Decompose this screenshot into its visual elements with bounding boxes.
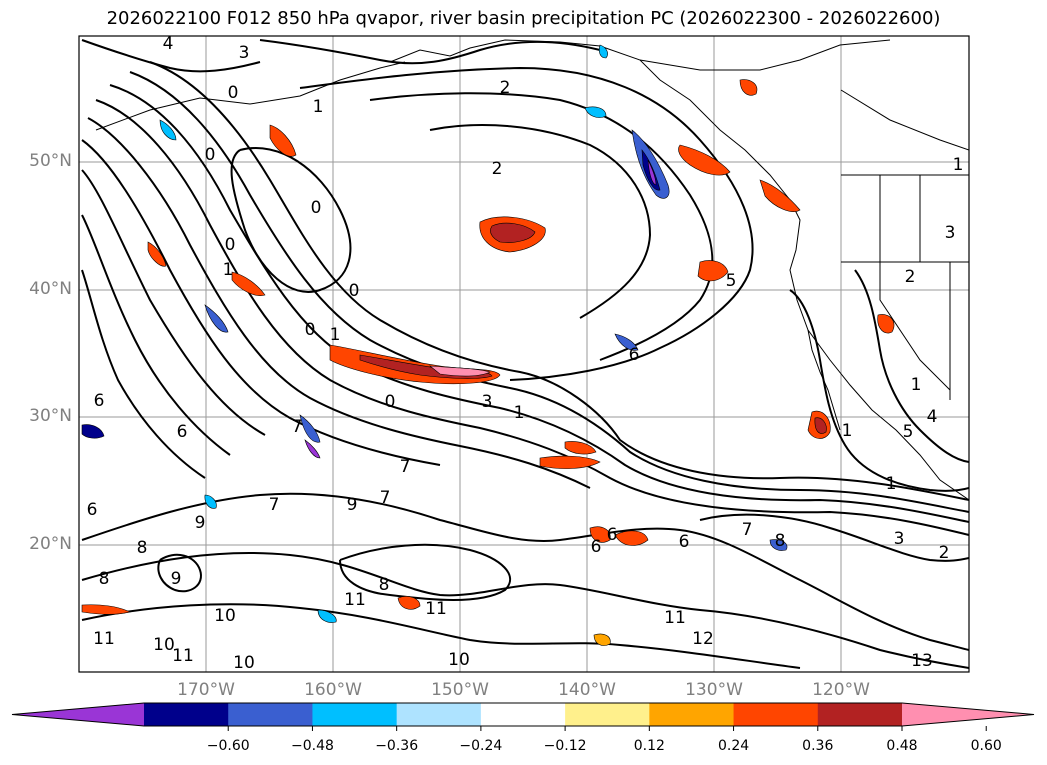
colorbar (11, 702, 1035, 731)
svg-text:6: 6 (591, 537, 602, 557)
precip-shading (81, 44, 895, 646)
colorbar-segment (228, 703, 313, 726)
svg-text:1: 1 (514, 403, 525, 423)
svg-text:11: 11 (425, 599, 447, 619)
colorbar-outline (11, 702, 1035, 727)
svg-text:2: 2 (500, 78, 511, 98)
svg-text:1: 1 (223, 260, 234, 280)
svg-text:13: 13 (911, 651, 933, 671)
colorbar-tick-label: 0.48 (886, 738, 918, 754)
colorbar-tick-label: −0.24 (459, 738, 503, 754)
svg-text:4: 4 (163, 34, 174, 54)
colorbar-segment (817, 703, 903, 726)
svg-text:0: 0 (349, 281, 360, 301)
svg-text:1: 1 (886, 474, 897, 494)
colorbar-segment (312, 703, 398, 726)
lat-label-50: 50°N (29, 151, 72, 171)
svg-text:8: 8 (137, 538, 148, 558)
svg-text:7: 7 (269, 495, 280, 515)
svg-text:0: 0 (385, 392, 396, 412)
svg-text:3: 3 (894, 529, 905, 549)
lon-label-170w: 170°W (177, 680, 235, 700)
svg-text:7: 7 (292, 417, 303, 437)
svg-text:0: 0 (225, 235, 236, 255)
lat-label-20: 20°N (29, 534, 72, 554)
svg-text:11: 11 (93, 629, 115, 649)
lon-label-130w: 130°W (685, 680, 743, 700)
svg-text:0: 0 (205, 145, 216, 165)
svg-text:0: 0 (311, 198, 322, 218)
colorbar-tick-label: 0.12 (633, 738, 665, 754)
svg-text:1: 1 (313, 97, 324, 117)
colorbar-tick-label: −0.48 (290, 738, 334, 754)
svg-text:6: 6 (87, 500, 98, 520)
qvapor-contours (81, 39, 969, 669)
svg-text:7: 7 (380, 488, 391, 508)
svg-text:1: 1 (842, 421, 853, 441)
svg-text:0: 0 (228, 83, 239, 103)
svg-text:5: 5 (903, 422, 914, 442)
lon-label-140w: 140°W (558, 680, 616, 700)
svg-text:10: 10 (153, 635, 175, 655)
svg-text:6: 6 (629, 345, 640, 365)
svg-text:1: 1 (953, 155, 964, 175)
lon-label-160w: 160°W (304, 680, 362, 700)
svg-text:1: 1 (330, 325, 341, 345)
svg-text:7: 7 (742, 520, 753, 540)
colorbar-segment (480, 703, 566, 726)
svg-text:8: 8 (99, 569, 110, 589)
svg-text:3: 3 (239, 43, 250, 63)
colorbar-segment (565, 703, 650, 726)
svg-text:6: 6 (177, 422, 188, 442)
svg-text:2: 2 (939, 543, 950, 563)
map-frame (78, 35, 970, 673)
svg-text:1: 1 (911, 375, 922, 395)
svg-text:10: 10 (448, 650, 470, 670)
colorbar-tick-label: −0.36 (375, 738, 419, 754)
svg-text:10: 10 (214, 606, 236, 626)
svg-text:9: 9 (195, 513, 206, 533)
colorbar-tick-label: 0.60 (970, 738, 1002, 754)
colorbar-segment (649, 703, 735, 726)
svg-text:10: 10 (233, 653, 255, 673)
svg-text:8: 8 (379, 575, 390, 595)
svg-text:11: 11 (172, 646, 194, 666)
colorbar-segment (733, 703, 819, 726)
svg-text:5: 5 (726, 271, 737, 291)
lon-label-150w: 150°W (431, 680, 489, 700)
svg-text:11: 11 (664, 608, 686, 628)
colorbar-tick-label: 0.24 (717, 738, 750, 754)
colorbar-segment (144, 703, 229, 726)
map-title: 2026022100 F012 850 hPa qvapor, river ba… (106, 8, 941, 29)
svg-text:9: 9 (347, 495, 358, 515)
svg-text:6: 6 (679, 532, 690, 552)
coastline (95, 39, 969, 501)
svg-text:4: 4 (927, 407, 938, 427)
colorbar-tick-label: −0.60 (206, 738, 250, 754)
svg-text:2: 2 (492, 159, 503, 179)
svg-text:8: 8 (775, 531, 786, 551)
colorbar-extend-low (12, 703, 144, 726)
colorbar-segment (396, 703, 482, 726)
colorbar-tick-label: 0.36 (802, 738, 834, 754)
svg-text:11: 11 (344, 590, 366, 610)
svg-text:3: 3 (945, 223, 956, 243)
svg-text:9: 9 (171, 569, 182, 589)
svg-text:7: 7 (400, 457, 411, 477)
contour-labels: 4 3 0 1 0 2 2 0 0 1 0 0 1 5 6 1 6 6 7 7 … (87, 34, 964, 673)
svg-text:6: 6 (94, 391, 105, 411)
svg-text:6: 6 (607, 525, 618, 545)
svg-text:3: 3 (482, 392, 493, 412)
colorbar-tick-label: −0.12 (543, 738, 587, 754)
lon-label-120w: 120°W (812, 680, 870, 700)
svg-text:0: 0 (305, 320, 316, 340)
lat-label-30: 30°N (29, 406, 72, 426)
colorbar-extend-high (902, 703, 1034, 726)
svg-text:12: 12 (692, 629, 714, 649)
svg-text:2: 2 (905, 267, 916, 287)
lat-label-40: 40°N (29, 279, 72, 299)
